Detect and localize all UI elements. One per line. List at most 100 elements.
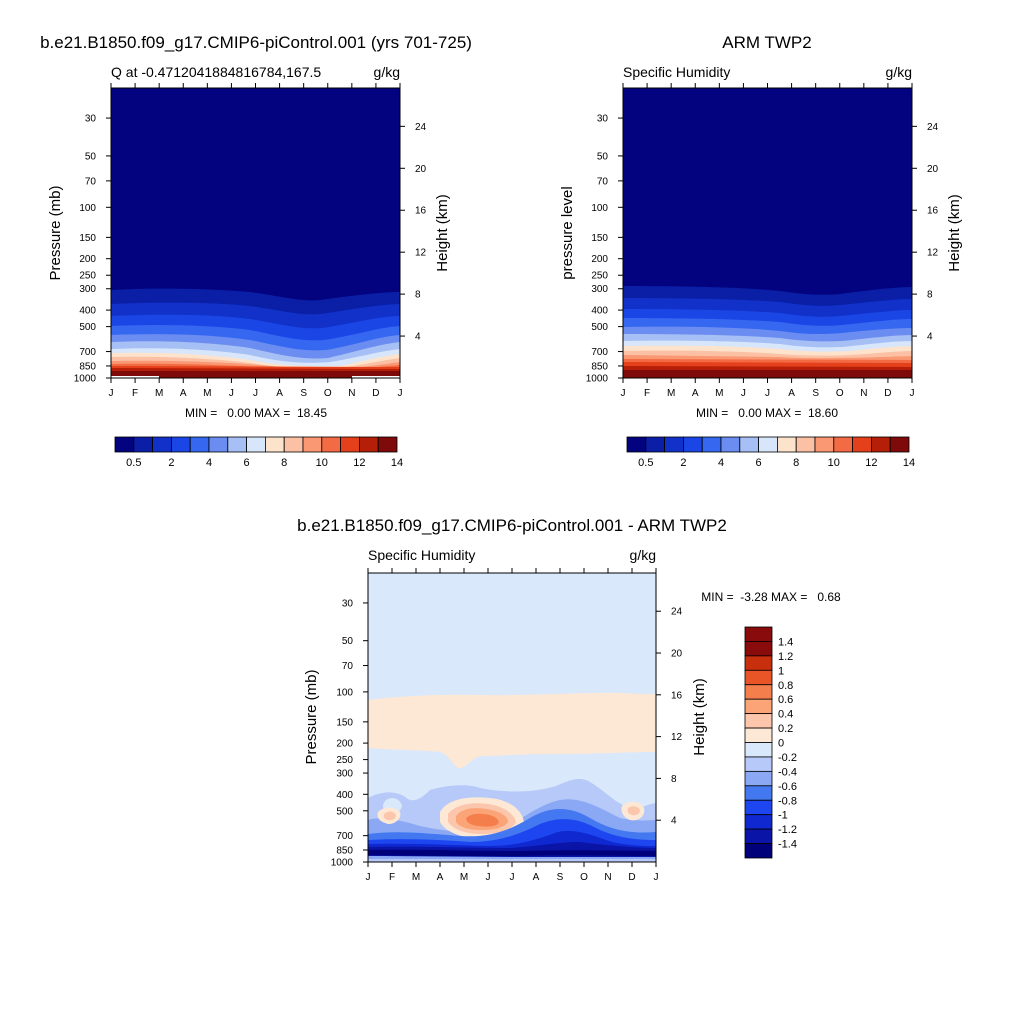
y-tick-label: 150	[591, 233, 608, 244]
colorbar-swatch	[358, 436, 379, 453]
colorbar-label: 8	[793, 457, 799, 469]
height-tick-label: 20	[927, 164, 939, 175]
obs-subtitle-left: Specific Humidity	[623, 64, 730, 80]
colorbar-swatch	[814, 436, 835, 453]
panel-model: b.e21.B1850.f09_g17.CMIP6-piControl.001 …	[40, 33, 472, 469]
x-tick-label: A	[180, 388, 187, 399]
colorbar-label: 6	[244, 457, 250, 469]
x-tick-label: M	[155, 388, 163, 399]
colorbar-swatch	[744, 684, 773, 700]
y-tick-label: 200	[591, 254, 608, 265]
x-tick-label: J	[510, 872, 515, 883]
y-tick-label: 700	[591, 347, 608, 358]
colorbar-swatch	[889, 436, 910, 453]
x-tick-label: O	[836, 388, 844, 399]
colorbar-label: 14	[391, 457, 403, 469]
x-tick-label: A	[533, 872, 540, 883]
colorbar-label: -0.6	[778, 781, 797, 793]
y-tick-label: 250	[336, 755, 353, 766]
y-tick-label: 1000	[586, 374, 609, 385]
diff-axes: J F M A M J J A S O N D J 30 50 70 100 150 200 250 300 400 500…	[331, 568, 683, 883]
colorbar-label: 6	[756, 457, 762, 469]
x-tick-label: A	[437, 872, 444, 883]
model-stats: MIN = 0.00 MAX = 18.45	[185, 406, 327, 420]
diff-subtitle-left: Specific Humidity	[368, 547, 475, 563]
x-tick-label: J	[621, 388, 626, 399]
height-tick-label: 4	[415, 332, 421, 343]
colorbar-label: 0.4	[778, 709, 793, 721]
obs-ylabel-right: Height (km)	[946, 194, 963, 272]
colorbar-swatch	[744, 770, 773, 787]
colorbar-swatch	[744, 843, 773, 859]
x-tick-label: D	[628, 872, 635, 883]
x-tick-label: A	[692, 388, 699, 399]
x-tick-label: J	[765, 388, 770, 399]
model-contour-field	[111, 88, 400, 378]
colorbar-swatch	[744, 655, 773, 671]
height-tick-label: 16	[671, 690, 683, 701]
colorbar-swatch	[739, 436, 759, 453]
colorbar-swatch	[664, 436, 684, 453]
colorbar-swatch	[744, 799, 773, 816]
height-tick-label: 12	[415, 248, 427, 259]
colorbar-label: 10	[828, 457, 840, 469]
x-tick-label: J	[366, 872, 371, 883]
colorbar-label: 0.5	[638, 457, 653, 469]
height-tick-label: 8	[415, 290, 421, 301]
y-tick-label: 500	[336, 806, 353, 817]
colorbar-label: 8	[281, 457, 287, 469]
obs-colorbar: 0.5 2 4 6 8 10 12 14	[626, 436, 915, 469]
colorbar-label: 14	[903, 457, 915, 469]
colorbar-label: -1	[778, 810, 788, 822]
diff-stats: MIN = -3.28 MAX = 0.68	[701, 590, 841, 604]
model-axes: J F M A M J J A S O N D J 30 50 70 100 150 200 250 300 400 500…	[74, 83, 427, 399]
colorbar-swatch	[645, 436, 665, 453]
y-tick-label: 200	[79, 254, 96, 265]
diff-colorbar: 1.4 1.2 1 0.8 0.6 0.4 0.2 0 -0.2 -0.4 -0.6 -0.8 -1 -1…	[744, 626, 797, 859]
colorbar-swatch	[744, 727, 773, 743]
x-tick-label: O	[580, 872, 588, 883]
height-tick-label: 4	[671, 816, 677, 827]
y-tick-label: 300	[336, 769, 353, 780]
colorbar-label: 2	[680, 457, 686, 469]
y-tick-label: 850	[591, 361, 608, 372]
height-tick-label: 8	[671, 774, 677, 785]
model-colorbar: 0.5 2 4 6 8 10 12 14	[114, 436, 403, 469]
colorbar-label: 0.2	[778, 723, 793, 735]
y-tick-label: 150	[336, 717, 353, 728]
colorbar-swatch	[133, 436, 154, 453]
y-tick-label: 30	[597, 114, 609, 125]
colorbar-swatch	[683, 436, 703, 453]
diff-ylabel: Pressure (mb)	[303, 669, 320, 764]
y-tick-label: 150	[79, 233, 96, 244]
x-tick-label: D	[372, 388, 379, 399]
colorbar-swatch	[744, 785, 773, 801]
y-tick-label: 50	[597, 151, 609, 162]
colorbar-label: 4	[718, 457, 724, 469]
height-tick-label: 24	[671, 607, 683, 618]
y-tick-label: 300	[591, 284, 608, 295]
colorbar-swatch	[227, 436, 248, 453]
model-ylabel-right: Height (km)	[434, 194, 451, 272]
x-tick-label: J	[910, 388, 915, 399]
colorbar-label: 0	[778, 738, 784, 750]
y-tick-label: 700	[336, 831, 353, 842]
colorbar-swatch	[758, 436, 778, 453]
colorbar-swatch	[701, 436, 722, 453]
colorbar-label: 4	[206, 457, 212, 469]
colorbar-swatch	[744, 626, 773, 642]
colorbar-swatch	[744, 756, 773, 772]
model-title: b.e21.B1850.f09_g17.CMIP6-piControl.001 …	[40, 33, 472, 52]
y-tick-label: 1000	[331, 858, 354, 869]
colorbar-swatch	[744, 669, 773, 686]
x-tick-label: J	[654, 872, 659, 883]
colorbar-label: 12	[353, 457, 365, 469]
colorbar-label: -1.4	[778, 839, 797, 851]
diff-subtitle-right: g/kg	[630, 547, 656, 563]
colorbar-label: 0.5	[126, 457, 141, 469]
colorbar-swatch	[744, 742, 773, 758]
y-tick-label: 700	[79, 347, 96, 358]
colorbar-label: 1.4	[778, 636, 793, 648]
height-tick-label: 24	[415, 122, 427, 133]
obs-ylabel: pressure level	[559, 186, 576, 279]
